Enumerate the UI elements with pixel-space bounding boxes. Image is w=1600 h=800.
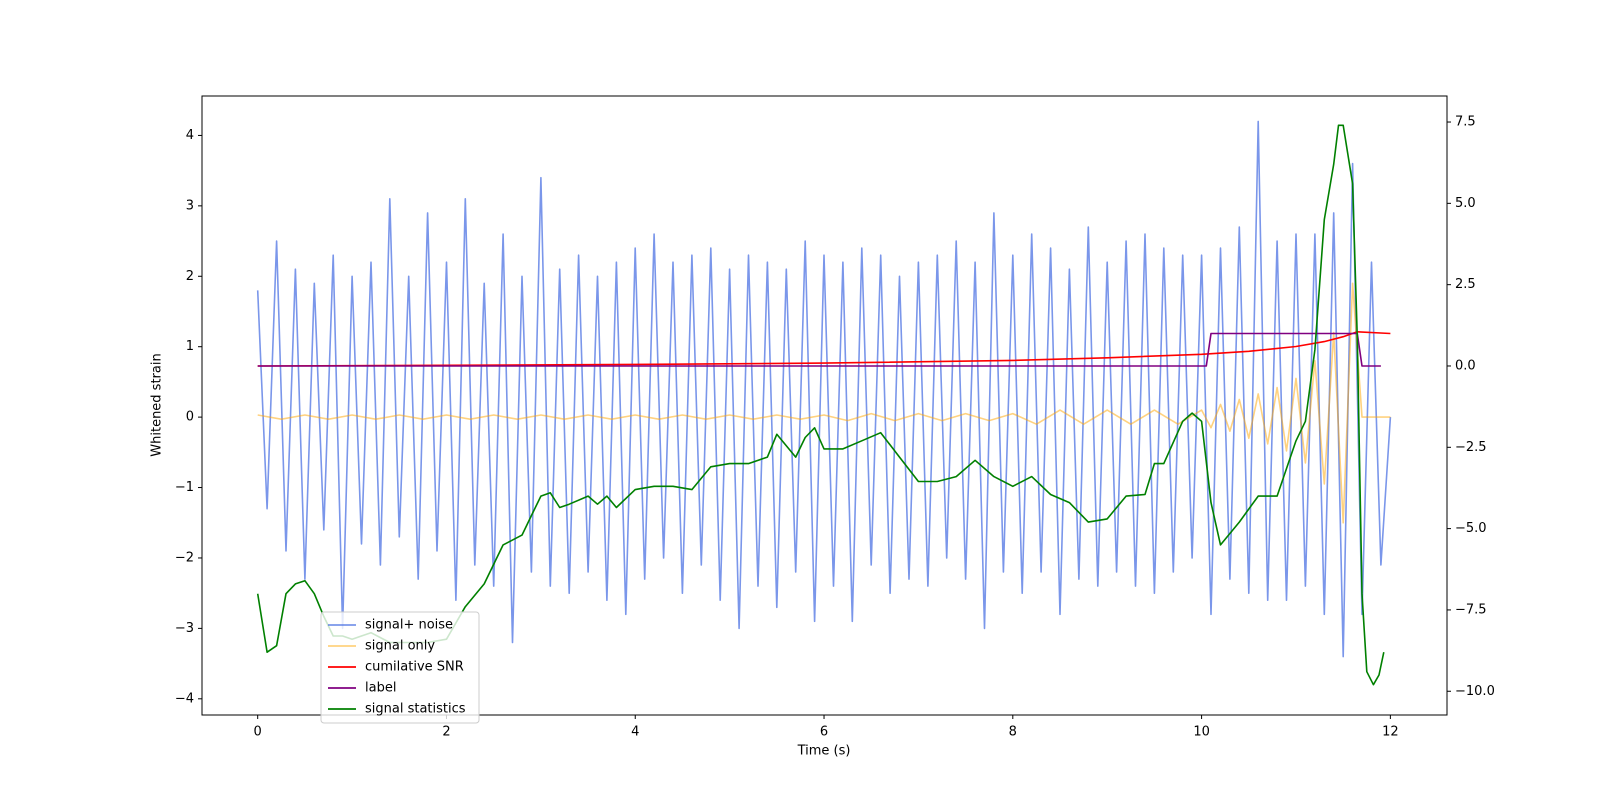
legend-label: signal only: [365, 639, 435, 654]
y2-tick-label: −2.5: [1455, 440, 1487, 455]
y-tick-label: 4: [186, 128, 194, 143]
x-tick-label: 10: [1193, 725, 1210, 740]
legend-label: signal statistics: [365, 702, 466, 717]
x-tick-label: 12: [1382, 725, 1399, 740]
y-tick-label: 2: [186, 269, 194, 284]
x-tick-label: 8: [1009, 725, 1017, 740]
legend-label: label: [365, 681, 396, 696]
y2-tick-label: 0.0: [1455, 358, 1476, 373]
y2-tick-label: −7.5: [1455, 602, 1487, 617]
series-line: [257, 332, 1381, 367]
y-axis-label: Whitened strain: [150, 353, 165, 456]
x-tick-label: 0: [254, 725, 262, 740]
legend: signal+ noise signal only cumilative SNR la…: [320, 611, 480, 724]
y2-tick-label: 5.0: [1455, 196, 1476, 211]
y-tick-label: 3: [186, 198, 194, 213]
series-line: [257, 282, 1391, 524]
series-line: [257, 331, 1391, 367]
y-tick-label: 1: [186, 339, 194, 354]
legend-label: signal+ noise: [365, 618, 453, 633]
legend-label: cumilative SNR: [365, 660, 464, 675]
plot-frame: [201, 95, 1448, 716]
x-axis-label: Time (s): [797, 744, 851, 759]
x-tick-label: 4: [631, 725, 639, 740]
y2-tick-label: −10.0: [1455, 684, 1495, 699]
y2-tick-label: −5.0: [1455, 521, 1487, 536]
y-tick-label: −1: [175, 480, 194, 495]
y-tick-label: 0: [186, 410, 194, 425]
y-tick-label: −3: [175, 621, 194, 636]
x-tick-label: 6: [820, 725, 828, 740]
x-tick-label: 2: [442, 725, 450, 740]
y-tick-label: −4: [175, 691, 194, 706]
y2-tick-label: 7.5: [1455, 115, 1476, 130]
series-line: [256, 120, 1392, 658]
y-tick-label: −2: [175, 550, 194, 565]
legend-box: [320, 611, 480, 724]
y2-tick-label: 2.5: [1455, 277, 1476, 292]
